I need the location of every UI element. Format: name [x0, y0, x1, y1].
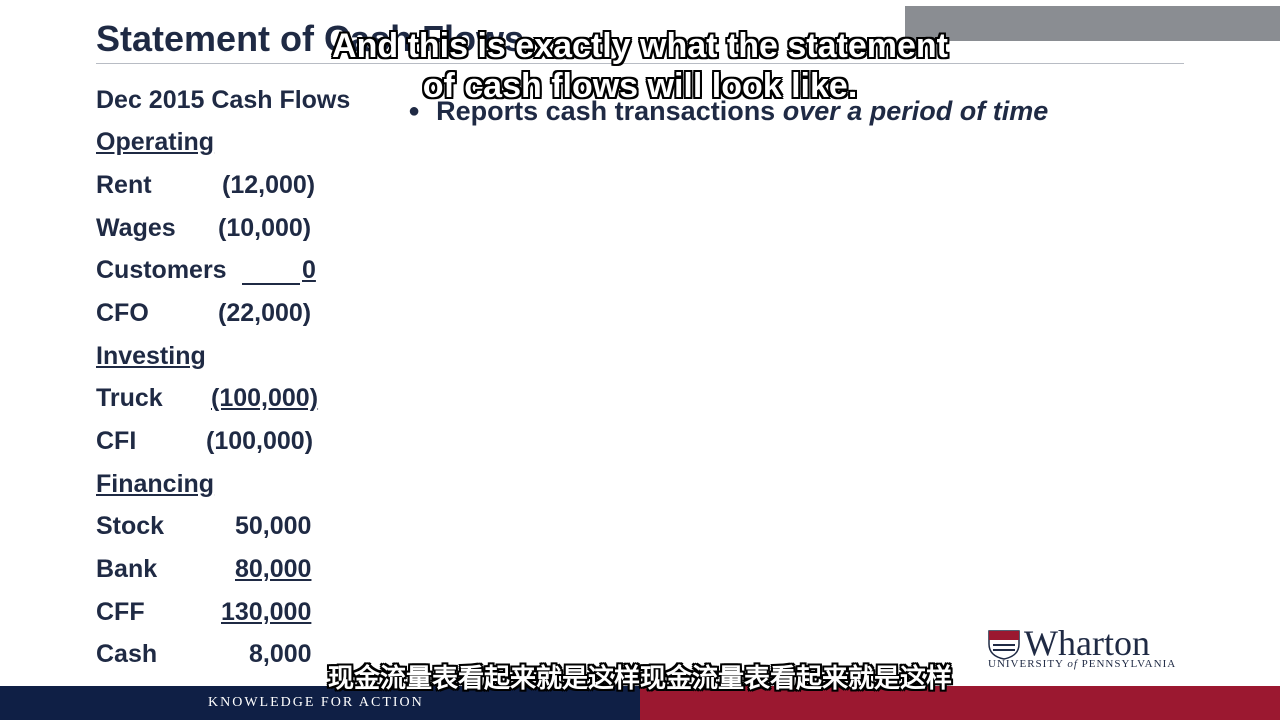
row-wages: Wages (10,000) — [96, 214, 336, 244]
row-value: (12,000) — [222, 171, 316, 199]
logo-wordmark: Wharton — [1024, 623, 1150, 663]
row-value: (100,000) — [206, 427, 314, 455]
caption-english-line-1: And this is exactly what the statement — [332, 27, 948, 65]
section-financing: Financing — [96, 470, 215, 498]
footer-tagline: KNOWLEDGE FOR ACTION — [208, 695, 424, 710]
underline-blank — [242, 259, 300, 285]
row-value: (22,000) — [218, 299, 312, 327]
caption-chinese: 现金流量表看起来就是这样现金流量表看起来就是这样 — [327, 664, 952, 694]
row-value: 8,000 — [249, 640, 312, 668]
bullet-dot-icon: ● — [408, 100, 421, 122]
wharton-logo: Wharton UNIVERSITY of PENNSYLVANIA — [988, 623, 1190, 672]
logo-university: UNIVERSITY of PENNSYLVANIA — [988, 658, 1177, 670]
bullet-emphasis: over a period of time — [782, 96, 1049, 126]
row-value: 0 — [302, 256, 316, 284]
row-label: Stock — [96, 512, 165, 540]
row-value: 130,000 — [221, 598, 312, 626]
period-label: Dec 2015 Cash Flows — [96, 86, 351, 114]
section-investing: Investing — [96, 342, 206, 370]
row-value: 50,000 — [235, 512, 312, 540]
row-cfi: CFI (100,000) — [96, 427, 336, 457]
row-label: Rent — [96, 171, 152, 199]
row-label: Customers — [96, 256, 227, 284]
row-value: (10,000) — [218, 214, 312, 242]
row-label: CFI — [96, 427, 137, 455]
bullet-text: Reports cash transactions — [436, 96, 776, 126]
row-label: Wages — [96, 214, 176, 242]
bullet-point: ● Reports cash transactions over a period… — [408, 96, 1048, 127]
row-value: (100,000) — [211, 384, 319, 412]
footer-red-bar — [640, 686, 1280, 720]
row-label: CFF — [96, 598, 145, 626]
row-label: Bank — [96, 555, 158, 583]
caption-english: And this is exactly what the statement o… — [330, 26, 950, 106]
row-cff: CFF 130,000 — [96, 598, 336, 628]
row-stock: Stock 50,000 — [96, 512, 336, 542]
slide-title: Statement of Cash Flows — [96, 18, 525, 59]
row-value-wrap: 0 — [242, 256, 316, 285]
row-bank: Bank 80,000 — [96, 555, 336, 585]
penn-shield-icon — [988, 630, 1020, 660]
row-customers: Customers 0 — [96, 256, 336, 286]
footer-navy-bar — [0, 686, 640, 720]
row-truck: Truck (100,000) — [96, 384, 336, 414]
row-value: 80,000 — [235, 555, 312, 583]
section-operating: Operating — [96, 128, 215, 156]
title-divider — [96, 63, 1184, 64]
header-gray-bar — [905, 6, 1280, 41]
row-label: Cash — [96, 640, 158, 668]
caption-english-line-2: of cash flows will look like. — [422, 67, 858, 105]
row-rent: Rent (12,000) — [96, 171, 336, 201]
row-cash: Cash 8,000 — [96, 640, 336, 670]
row-cfo: CFO (22,000) — [96, 299, 336, 329]
row-label: Truck — [96, 384, 163, 412]
row-label: CFO — [96, 299, 149, 327]
